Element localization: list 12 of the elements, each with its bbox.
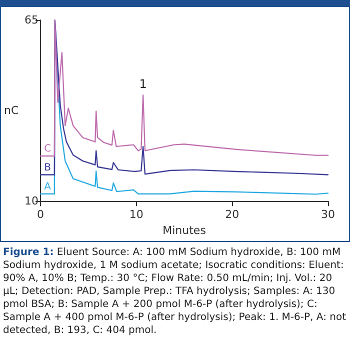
x-tick-label: 20	[225, 208, 240, 222]
x-tick-label: 0	[37, 208, 44, 222]
x-tick-label: 30	[321, 208, 335, 222]
annotation: 1	[139, 77, 147, 92]
series-label: C	[44, 143, 52, 154]
y-tick-label: 65	[24, 14, 39, 26]
y-axis-title: nC	[4, 104, 19, 118]
series-label: B	[44, 162, 52, 174]
x-tick-label: 10	[129, 208, 144, 222]
caption: Figure 1: Eluent Source: A: 100 mM Sodium hydroxide, B: 100 mM Sodium hydroxide, 1 M sodium acetate; Isocratic conditions: Eluent: 90% A, 10% B; Temp.: 30 °C; Flow Rate: 0.50 mL/min; Inj. Vol.: 20 µL; Detection: PAD, Sample Prep.: TFA hydrolysis; Samples: A: 130 pmol BSA; B: Sample A + 200 pmol M-6-P (after hydrolysis); C: Sample A + 400 pmol M-6-P (after hydrolysis); Peak: 1. M-6-P, A: not detected, B: 193, C: 404 pmol.	[2, 246, 347, 337]
x-axis-title: Minutes	[162, 224, 206, 237]
series-label: A	[44, 181, 52, 192]
